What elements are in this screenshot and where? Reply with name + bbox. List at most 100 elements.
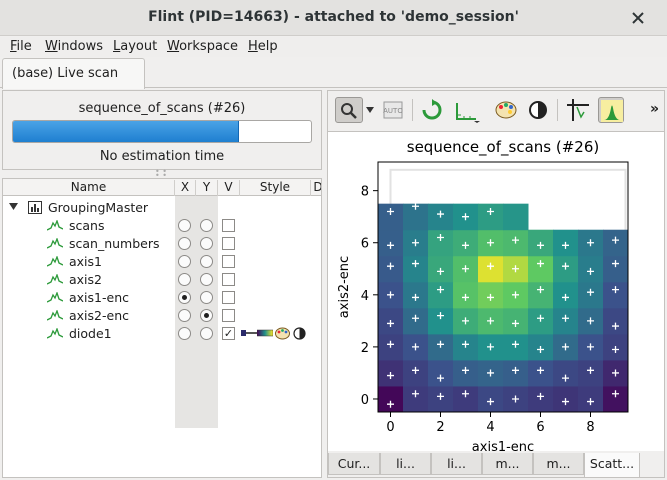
x-axis-radio[interactable] [178, 219, 191, 232]
bottom-tab-4[interactable]: m... [533, 453, 584, 475]
toolbar-more-button[interactable]: » [650, 101, 660, 117]
axes-icon[interactable] [454, 101, 480, 123]
palette-button[interactable] [493, 97, 519, 123]
x-axis-radio[interactable] [178, 309, 191, 322]
x-axis-radio[interactable] [178, 237, 191, 250]
crosshair-button[interactable] [565, 97, 591, 123]
scatter-point [387, 340, 394, 348]
scatter-point [562, 343, 569, 351]
column-d[interactable]: D [313, 180, 322, 194]
scatter-point [412, 343, 419, 351]
x-axis-radio[interactable] [178, 273, 191, 286]
scatter-point [387, 319, 394, 327]
refresh-button[interactable] [419, 97, 445, 123]
colormap-style-icon[interactable] [241, 328, 257, 338]
scatter-heatmap-chart[interactable]: sequence_of_scans (#26) 0 2 4 6 8 0 2 4 6 8 axis1-e… [328, 132, 664, 455]
column-y[interactable]: Y [196, 180, 218, 196]
tree-row-axis2[interactable]: axis2 [3, 271, 321, 289]
chevron-down-icon[interactable] [366, 107, 374, 113]
y-axis-radio[interactable] [200, 273, 213, 286]
tab-live-scan[interactable]: (base) Live scan [2, 58, 145, 89]
menu-workspace[interactable]: Workspace [167, 39, 239, 54]
scatter-point [587, 267, 594, 275]
progress-bar [12, 120, 312, 143]
scatter-point [512, 395, 519, 403]
scatter-point [537, 286, 544, 294]
scatter-point [512, 291, 519, 299]
scatter-point [412, 314, 419, 322]
scatter-point [437, 234, 444, 242]
value-checkbox[interactable] [222, 309, 235, 322]
column-v[interactable]: V [218, 180, 240, 196]
scatter-point [387, 262, 394, 270]
bottom-tab-2[interactable]: li... [431, 453, 482, 475]
peak-button[interactable] [598, 97, 624, 123]
plot-area[interactable]: sequence_of_scans (#26) 0 2 4 6 8 0 2 4 6 8 axis1-e… [328, 131, 664, 455]
tree-row-axis1[interactable]: axis1 [3, 253, 321, 271]
scan-title: sequence_of_scans (#26) [78, 101, 246, 116]
gradient-style-icon[interactable] [257, 328, 273, 338]
scatter-point [612, 260, 619, 268]
tree-item-label: axis2 [69, 272, 102, 287]
curve-icon [47, 256, 63, 267]
menu-file[interactable]: File [10, 39, 32, 54]
main-tab-bar: (base) Live scan [0, 57, 667, 89]
y-tick-label: 8 [361, 185, 369, 200]
x-axis-radio[interactable] [178, 327, 191, 340]
column-style[interactable]: Style [240, 180, 311, 196]
y-axis-radio[interactable] [200, 291, 213, 304]
bottom-tab-3[interactable]: m... [482, 453, 533, 475]
reset-zoom-button[interactable]: AUTO [380, 97, 406, 123]
x-axis-label: axis1-enc [472, 440, 534, 452]
y-axis-radio[interactable] [200, 219, 213, 232]
column-x[interactable]: X [175, 180, 196, 196]
close-icon[interactable] [629, 9, 647, 27]
y-tick-label: 4 [361, 289, 369, 304]
y-axis-radio[interactable] [200, 309, 213, 322]
tree-header: Name X Y V Style D [3, 179, 322, 196]
tree-row-scans[interactable]: scans [3, 217, 321, 235]
chevron-down-icon[interactable] [9, 203, 18, 211]
scatter-point [612, 286, 619, 294]
scatter-point [462, 213, 469, 221]
zoom-button[interactable] [335, 97, 363, 123]
x-axis-radio[interactable] [178, 291, 191, 304]
menu-windows[interactable]: Windows [45, 39, 104, 54]
x-tick-label: 2 [436, 420, 444, 435]
scatter-point [562, 293, 569, 301]
x-axis-radio[interactable] [178, 255, 191, 268]
menu-help[interactable]: Help [248, 39, 278, 54]
value-checkbox[interactable] [222, 237, 235, 250]
tree-row-scan_numbers[interactable]: scan_numbers [3, 235, 321, 253]
y-axis-radio[interactable] [200, 255, 213, 268]
bottom-tab-bar: Cur... li... li... m... m... Scatt... [328, 453, 664, 478]
scatter-point [537, 241, 544, 249]
y-tick-label: 6 [361, 237, 369, 252]
contrast-icon[interactable] [293, 327, 306, 340]
y-axis-radio[interactable] [200, 327, 213, 340]
column-name[interactable]: Name [3, 180, 175, 196]
curve-icon [47, 238, 63, 249]
contrast-button[interactable] [525, 97, 551, 123]
tree-root-row[interactable]: GroupingMaster [3, 199, 321, 217]
value-checkbox[interactable] [222, 255, 235, 268]
value-checkbox[interactable] [222, 291, 235, 304]
y-axis-radio[interactable] [200, 237, 213, 250]
palette-icon[interactable] [275, 327, 290, 340]
tree-root-label: GroupingMaster [48, 200, 149, 215]
tree-row-axis1-enc[interactable]: axis1-enc [3, 289, 321, 307]
tree-row-diode1[interactable]: diode1 ✓ [3, 325, 321, 343]
plot-frame [377, 161, 629, 413]
scatter-point [462, 366, 469, 374]
title-bar: Flint (PID=14663) - attached to 'demo_se… [0, 0, 667, 36]
scatter-point [537, 392, 544, 400]
bottom-tab-5[interactable]: Scatt... [584, 453, 640, 478]
bottom-tab-0[interactable]: Cur... [328, 453, 380, 475]
bottom-tab-1[interactable]: li... [380, 453, 431, 475]
menu-layout[interactable]: Layout [113, 39, 158, 54]
value-checkbox[interactable] [222, 273, 235, 286]
value-checkbox[interactable] [222, 219, 235, 232]
splitter-handle[interactable]: • • • • [155, 167, 167, 180]
value-checkbox[interactable]: ✓ [222, 327, 235, 340]
tree-row-axis2-enc[interactable]: axis2-enc [3, 307, 321, 325]
